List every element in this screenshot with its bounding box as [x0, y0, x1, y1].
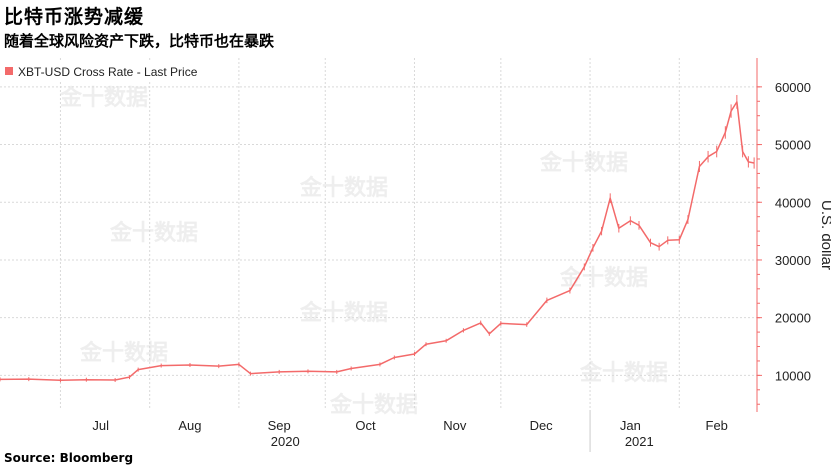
watermark-text: 金十数据	[579, 360, 668, 386]
watermark-text: 金十数据	[299, 175, 388, 201]
x-tick-label: Dec	[530, 418, 554, 433]
axes: 10000 20000 30000 40000 50000 60000 Jul Aug Sep O…	[92, 58, 831, 452]
series-layer	[0, 94, 755, 383]
y-tick-label: 40000	[775, 195, 811, 210]
chart-title: 比特币涨势减缓	[4, 6, 145, 28]
legend: XBT-USD Cross Rate - Last Price	[0, 62, 216, 82]
gridlines	[0, 58, 757, 410]
x-tick-label: Oct	[355, 418, 376, 433]
y-tick-label: 60000	[775, 80, 811, 95]
year-label: 2020	[271, 434, 300, 449]
watermark-text: 金十数据	[539, 150, 628, 176]
x-tick-label: Jan	[620, 418, 641, 433]
x-tick-label: Nov	[443, 418, 467, 433]
y-tick-label: 30000	[775, 253, 811, 268]
x-tick-label: Aug	[178, 418, 201, 433]
y-tick-label: 20000	[775, 311, 811, 326]
watermark-text: 金十数据	[559, 265, 648, 291]
source-note: Source: Bloomberg	[4, 451, 134, 465]
y-axis-title: U.S. dollar	[818, 200, 831, 270]
watermark-text: 金十数据	[299, 300, 388, 326]
watermark-text: 金十数据	[59, 85, 148, 111]
year-label: 2021	[625, 434, 654, 449]
watermark-text: 金十数据	[329, 392, 418, 418]
y-tick-label: 10000	[775, 368, 811, 383]
legend-swatch	[5, 67, 13, 75]
legend-label: XBT-USD Cross Rate - Last Price	[18, 65, 198, 79]
watermark-text: 金十数据	[79, 340, 168, 366]
x-tick-label: Feb	[706, 418, 728, 433]
watermark-text: 金十数据	[109, 220, 198, 246]
x-tick-label: Jul	[92, 418, 109, 433]
y-tick-label: 50000	[775, 138, 811, 153]
chart-subtitle: 随着全球风险资产下跌，比特币也在暴跌	[4, 32, 275, 50]
legend-box	[0, 62, 216, 82]
x-tick-label: Sep	[268, 418, 291, 433]
